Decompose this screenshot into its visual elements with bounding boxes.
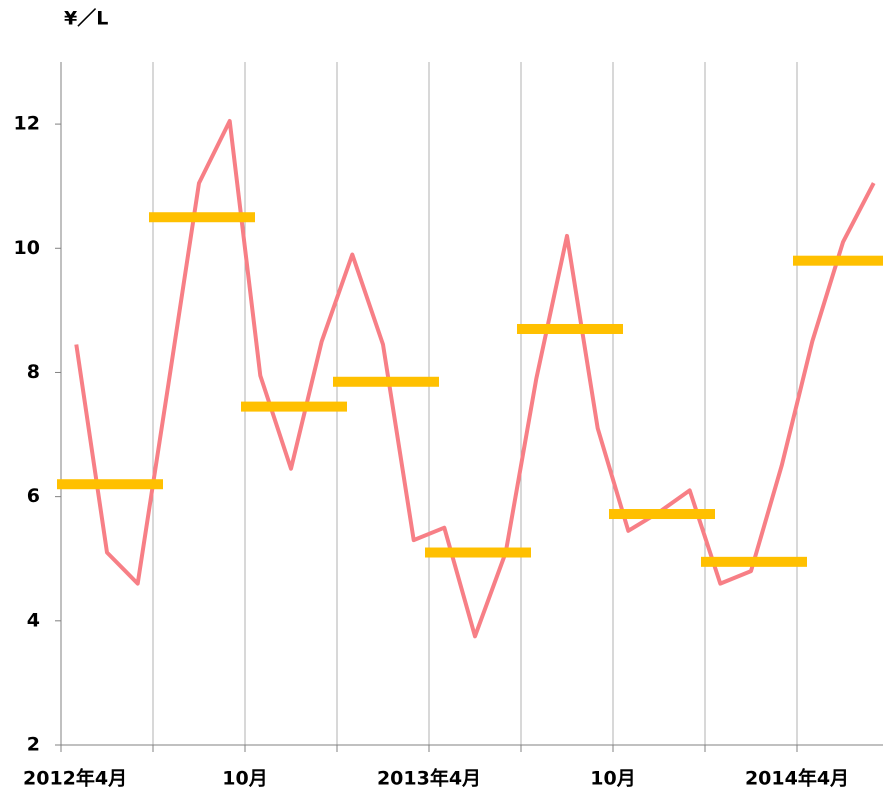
average-bar — [609, 509, 715, 520]
x-tick-label: 2013年4月 — [377, 767, 481, 790]
x-tick-label: 2014年4月 — [745, 767, 849, 790]
average-bar — [517, 323, 623, 334]
average-bar — [333, 376, 439, 387]
line-series — [74, 119, 876, 639]
average-bar — [57, 479, 163, 490]
x-tick-label: 2012年4月 — [23, 767, 127, 790]
y-axis-label: ¥／L — [64, 7, 108, 30]
y-tick-label: 2 — [27, 734, 40, 756]
average-bar — [793, 255, 883, 266]
average-bar — [701, 556, 807, 567]
y-tick-label: 12 — [14, 113, 40, 135]
y-tick-label: 4 — [27, 609, 40, 631]
y-tick-label: 10 — [14, 237, 40, 259]
average-bar — [425, 547, 531, 558]
x-tick-label: 10月 — [590, 768, 635, 790]
average-bar — [241, 401, 347, 412]
x-tick-label: 10月 — [222, 768, 267, 790]
average-bar — [149, 212, 255, 223]
y-tick-label: 8 — [27, 361, 40, 383]
y-tick-label: 6 — [27, 485, 40, 507]
